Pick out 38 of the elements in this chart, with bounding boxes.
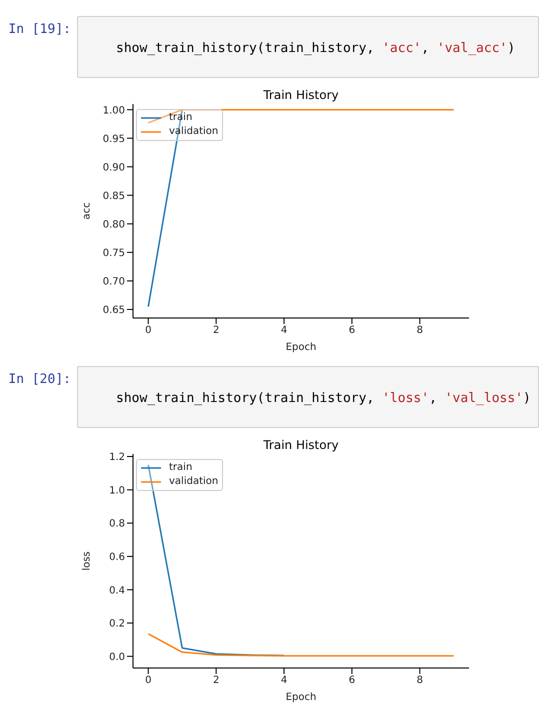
y-tick-label: 1.0	[109, 485, 125, 496]
line-series	[148, 633, 454, 657]
text: In [20]:	[8, 372, 71, 387]
y-tick-label: 0.95	[102, 134, 125, 145]
y-tick-label: 0.90	[102, 162, 125, 174]
y-axis-title: acc	[82, 202, 93, 220]
chart-title: Train History	[262, 88, 340, 102]
text: show_train_history(train_history, 'acc', 'val_acc')	[116, 41, 516, 56]
y-tick-label: 0.75	[102, 248, 125, 259]
y-tick-label: 0.65	[102, 304, 125, 316]
y-tick-label: 0.8	[109, 518, 125, 530]
x-tick-label: 6	[348, 325, 356, 336]
x-tick-label: 0	[145, 675, 152, 686]
text: In [19]:	[8, 22, 71, 37]
y-tick-label: 1.2	[109, 452, 125, 464]
x-axis-title: Epoch	[286, 342, 316, 353]
y-tick-label: 1.00	[102, 105, 125, 116]
text: show_train_history(train_history, 'loss', 'val_loss')	[116, 391, 531, 406]
x-tick-label: 4	[280, 675, 288, 686]
x-tick-label: 2	[212, 675, 220, 686]
y-tick-label: 0.4	[109, 585, 125, 596]
x-tick-label: 8	[416, 325, 423, 336]
y-tick-label: 0.70	[102, 276, 125, 288]
x-tick-label: 6	[348, 675, 356, 686]
y-tick-label: 0.80	[102, 219, 125, 230]
x-tick-label: 2	[212, 325, 220, 336]
y-tick-label: 0.0	[109, 652, 125, 663]
x-tick-label: 4	[280, 325, 288, 336]
y-tick-label: 0.6	[109, 552, 125, 563]
legend-label: train	[169, 461, 192, 475]
y-axis-title: loss	[82, 551, 93, 571]
y-tick-label: 0.85	[102, 190, 125, 202]
legend-label: validation	[169, 475, 218, 489]
chart-title: Train History	[262, 438, 340, 452]
x-axis-title: Epoch	[286, 692, 316, 703]
x-tick-label: 0	[145, 325, 152, 336]
x-tick-label: 8	[416, 675, 423, 686]
y-tick-label: 0.2	[109, 618, 125, 630]
